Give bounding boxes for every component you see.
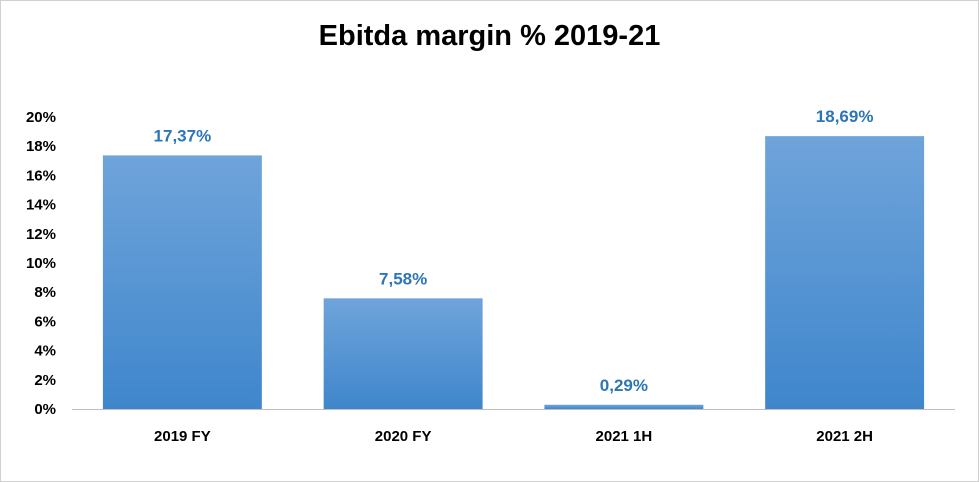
y-tick-label: 0% xyxy=(34,401,56,418)
y-tick-label: 16% xyxy=(26,167,56,184)
chart-title: Ebitda margin % 2019-21 xyxy=(318,20,661,52)
y-tick-label: 10% xyxy=(26,255,56,272)
data-label: 18,69% xyxy=(816,107,874,126)
bar xyxy=(323,298,483,409)
y-axis-ticks: 0% 2% 4% 6% 8% 10% 12% 14% 16% 18% 20% xyxy=(26,109,56,418)
data-label: 0,29% xyxy=(600,376,648,395)
x-category-label: 2021 1H xyxy=(596,428,653,445)
y-tick-label: 14% xyxy=(26,197,56,214)
data-label: 17,37% xyxy=(154,126,212,145)
y-tick-label: 6% xyxy=(34,313,56,330)
bar xyxy=(102,155,262,409)
data-label: 7,58% xyxy=(379,269,427,288)
bar xyxy=(765,136,925,409)
y-tick-label: 20% xyxy=(26,109,56,126)
y-tick-label: 8% xyxy=(34,284,56,301)
x-axis-categories: 2019 FY 2020 FY 2021 1H 2021 2H xyxy=(154,428,873,445)
data-labels: 17,37% 7,58% 0,29% 18,69% xyxy=(154,107,874,395)
y-tick-label: 18% xyxy=(26,138,56,155)
y-tick-label: 2% xyxy=(34,372,56,389)
y-tick-label: 12% xyxy=(26,226,56,243)
bar xyxy=(544,404,704,409)
x-category-label: 2019 FY xyxy=(154,428,211,445)
bars xyxy=(102,136,925,409)
y-tick-label: 4% xyxy=(34,343,56,360)
x-category-label: 2020 FY xyxy=(375,428,432,445)
x-category-label: 2021 2H xyxy=(816,428,873,445)
